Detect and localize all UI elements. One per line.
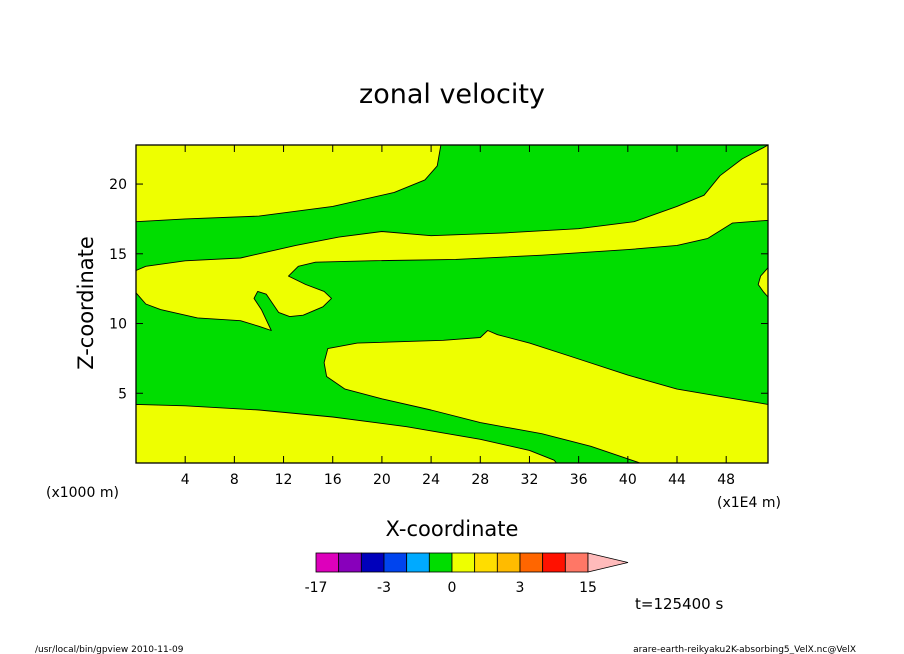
colorbar-segment [338,552,362,573]
colorbar-tick-label: 3 [516,580,525,596]
colorbar-extension [587,552,629,573]
plot-frame [135,144,769,464]
x-ticks: 4 8 12 16 20 24 28 32 36 40 44 48 [181,145,735,488]
colorbar-tick-label: 15 [579,580,597,596]
contour-region-2 [135,144,769,331]
x-tick-label: 44 [668,472,686,488]
x-tick-label: 40 [619,472,637,488]
y-tick-label: 5 [118,386,127,402]
program-info: /usr/local/bin/gpview 2010-11-09 [35,645,184,654]
source-file: arare-earth-reikyaku2K-absorbing5_VelX.n… [633,645,856,654]
x-tick-label: 32 [521,472,539,488]
x-tick-label: 28 [471,472,489,488]
colorbar-segment [451,552,476,573]
colorbar-segment [383,552,408,573]
chart-title: zonal velocity [359,79,545,110]
colorbar-tick-label: -17 [305,580,328,596]
x-tick-label: 20 [373,472,391,488]
colorbar: -17 -3 0 3 15 [305,552,629,596]
x-tick-label: 8 [230,472,239,488]
y-tick-label: 10 [109,317,127,333]
colorbar-segment [474,552,498,573]
y-tick-label: 20 [109,177,127,193]
x-axis-label: X-coordinate [386,517,519,541]
x-tick-label: 36 [570,472,588,488]
colorbar-segment [428,552,453,573]
x-tick-label: 48 [717,472,735,488]
y-axis-label: Z-coordinate [74,236,98,370]
contour-regions [135,144,769,464]
x-unit-right: (x1E4 m) [717,495,781,511]
x-tick-label: 24 [422,472,440,488]
colorbar-tick-label: -3 [377,580,391,596]
colorbar-tick-label: 0 [448,580,457,596]
time-stamp: t=125400 s [635,595,723,613]
colorbar-segment [360,552,385,573]
x-unit-left: (x1000 m) [46,485,119,501]
x-tick-label: 12 [275,472,293,488]
y-tick-label: 15 [109,247,127,263]
colorbar-segment [315,552,340,573]
colorbar-segment [406,552,430,573]
y-ticks: 5 10 15 20 [109,177,768,402]
colorbar-segment [564,552,589,573]
colorbar-segment [519,552,544,573]
x-tick-label: 4 [181,472,190,488]
x-tick-label: 16 [324,472,342,488]
colorbar-segment [542,552,566,573]
colorbar-segment [496,552,521,573]
